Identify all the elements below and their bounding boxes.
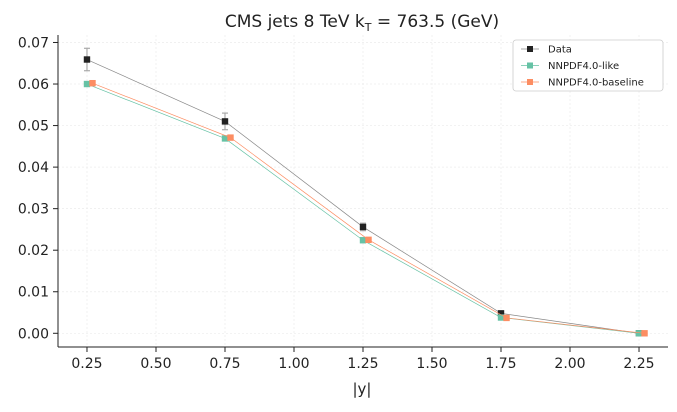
- x-tick-label: 2.00: [554, 356, 585, 372]
- data-point: [89, 79, 96, 87]
- legend: Data NNPDF4.0-like NNPDF4.0-baseline: [512, 39, 664, 92]
- x-tick-label: 1.00: [278, 356, 309, 372]
- x-tick-label: 0.50: [140, 356, 171, 372]
- x-tick-label: 1.75: [485, 356, 516, 372]
- data-point: [221, 135, 229, 142]
- data-point: [497, 310, 505, 317]
- series-line: [92, 82, 645, 334]
- data-point: [83, 80, 91, 88]
- y-tick-label: 0.02: [18, 243, 49, 259]
- legend-marker: [527, 62, 533, 69]
- y-tick-label: 0.05: [18, 119, 49, 135]
- chart-title-subscript: T: [364, 21, 372, 34]
- legend-label: NNPDF4.0-like: [548, 61, 619, 72]
- data-point: [635, 330, 643, 337]
- axes: 0.25 0.50 0.75 1.00 1.25 1.50 1.75 2.00 2.25 0.00…: [18, 35, 668, 372]
- data-point: [227, 134, 234, 141]
- data-point: [359, 223, 367, 231]
- y-tick-label: 0.00: [18, 326, 49, 342]
- data-point: [497, 314, 505, 321]
- data-point: [365, 236, 372, 244]
- grid: [58, 35, 668, 347]
- y-tick-label: 0.03: [18, 202, 49, 218]
- x-tick-label: 0.75: [209, 356, 240, 372]
- series-nnpdf4-0-baseline: [89, 79, 648, 337]
- legend-box: [512, 39, 664, 92]
- data-point: [641, 330, 648, 337]
- data-point: [359, 237, 367, 244]
- legend-marker: [527, 46, 533, 52]
- data-point: [503, 314, 510, 322]
- legend-label: NNPDF4.0-baseline: [548, 78, 644, 89]
- y-tick-label: 0.07: [18, 35, 49, 51]
- plot-area: [83, 47, 648, 337]
- x-axis-label: |y|: [353, 380, 372, 398]
- y-tick-label: 0.04: [18, 160, 49, 176]
- x-tick-label: 0.25: [71, 356, 102, 372]
- x-tick-label: 2.25: [623, 356, 654, 372]
- chart-title-main: CMS jets 8 TeV k: [225, 12, 365, 32]
- x-tick-label: 1.25: [347, 356, 378, 372]
- data-point: [83, 56, 91, 63]
- chart-title: CMS jets 8 TeV kT = 763.5 (GeV): [225, 12, 499, 34]
- data-point: [221, 118, 229, 125]
- x-tick-label: 1.50: [416, 356, 447, 372]
- chart-title-tail: = 763.5 (GeV): [371, 12, 499, 32]
- y-tick-label: 0.01: [18, 285, 49, 301]
- y-tick-label: 0.06: [18, 77, 49, 93]
- legend-label: Data: [548, 45, 572, 56]
- legend-marker: [527, 79, 533, 85]
